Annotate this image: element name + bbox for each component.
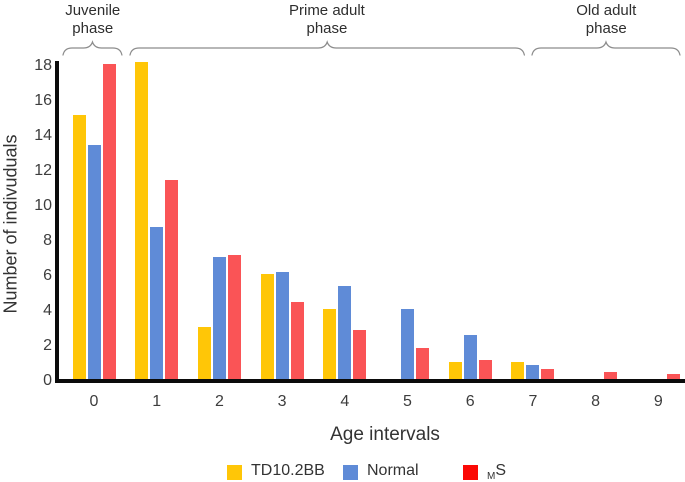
legend-label-main: S	[495, 462, 507, 479]
bar-td102bb-age7	[511, 361, 525, 379]
phase-label-line: Prime adult	[288, 2, 365, 19]
x-tick-label: 9	[653, 393, 663, 410]
x-tick-label: 4	[340, 393, 350, 410]
phase-label-line: Old adult	[576, 2, 637, 19]
juvenile-brace-icon	[62, 40, 123, 56]
x-tick-label: 5	[403, 393, 412, 410]
legend-item-ms: MS	[463, 462, 506, 482]
bar-ms-age5	[416, 347, 429, 379]
bar-normal-age4	[338, 286, 352, 379]
bar-normal-age3	[275, 272, 289, 379]
bar-normal-age0	[87, 144, 101, 379]
phase-label-prime-adult: Prime adult phase	[289, 2, 365, 38]
y-tick-label: 8	[43, 231, 52, 249]
x-tick-label: 0	[89, 393, 99, 410]
legend-item-normal: Normal	[343, 462, 419, 482]
x-tick-label: 8	[591, 393, 601, 410]
legend-swatch-td102bb-icon	[227, 464, 242, 480]
y-tick-label: 18	[34, 56, 52, 74]
x-axis-line	[55, 379, 685, 383]
y-tick-label: 4	[43, 301, 52, 319]
old-adult-brace-icon	[531, 40, 681, 56]
bar-ms-age1	[165, 179, 179, 379]
x-tick-label: 3	[277, 393, 287, 410]
phase-label-line: phase	[585, 20, 627, 37]
phase-label-juvenile: Juvenile phase	[65, 2, 120, 38]
prime-adult-brace-icon	[129, 40, 525, 56]
y-tick-label: 16	[34, 91, 52, 109]
phase-label-line: phase	[306, 20, 348, 37]
y-tick-label: 12	[34, 161, 52, 179]
bar-ms-age7	[541, 368, 555, 379]
bar-ms-age9	[666, 373, 680, 379]
bar-normal-age1	[150, 226, 164, 379]
bar-normal-age6	[463, 335, 477, 379]
bar-td102bb-age3	[260, 274, 274, 379]
x-tick-label: 2	[214, 393, 224, 410]
y-tick-label: 0	[43, 371, 52, 389]
x-tick-label: 7	[528, 393, 538, 410]
bar-ms-age8	[604, 372, 618, 379]
y-axis-line	[55, 61, 59, 383]
x-tick-label: 1	[152, 393, 162, 410]
legend-label: Normal	[367, 462, 419, 482]
legend-swatch-normal-icon	[343, 464, 358, 480]
y-tick-label: 2	[43, 336, 52, 354]
y-tick-label: 10	[34, 196, 52, 214]
bar-td102bb-age4	[323, 309, 337, 379]
bar-td102bb-age1	[135, 62, 149, 379]
phase-label-old-adult: Old adult phase	[576, 2, 636, 38]
bar-normal-age5	[401, 309, 414, 379]
legend-label-main: TD10.2BB	[251, 462, 325, 479]
bar-td102bb-age0	[72, 114, 86, 379]
y-tick-label: 6	[43, 266, 52, 284]
x-tick-label: 6	[465, 393, 475, 410]
bar-ms-age2	[227, 254, 241, 379]
legend-label-sub: M	[487, 471, 496, 482]
bar-td102bb-age2	[197, 326, 211, 379]
bar-ms-age4	[353, 330, 367, 379]
legend-swatch-ms-icon	[463, 464, 478, 480]
legend-label: TD10.2BB	[251, 462, 325, 482]
bar-normal-age7	[526, 365, 540, 379]
x-axis-title: Age intervals	[330, 424, 440, 445]
bar-ms-age6	[478, 359, 492, 379]
bar-ms-age0	[102, 64, 116, 379]
legend-item-td102bb: TD10.2BB	[227, 462, 325, 482]
bar-ms-age3	[290, 302, 304, 379]
legend-label-main: Normal	[367, 462, 419, 479]
y-tick-label: 14	[34, 126, 52, 144]
phase-label-line: Juvenile	[65, 2, 121, 19]
legend-label: MS	[487, 462, 506, 482]
bar-td102bb-age6	[448, 361, 462, 379]
phase-label-line: phase	[72, 20, 114, 37]
bar-normal-age2	[212, 256, 226, 379]
